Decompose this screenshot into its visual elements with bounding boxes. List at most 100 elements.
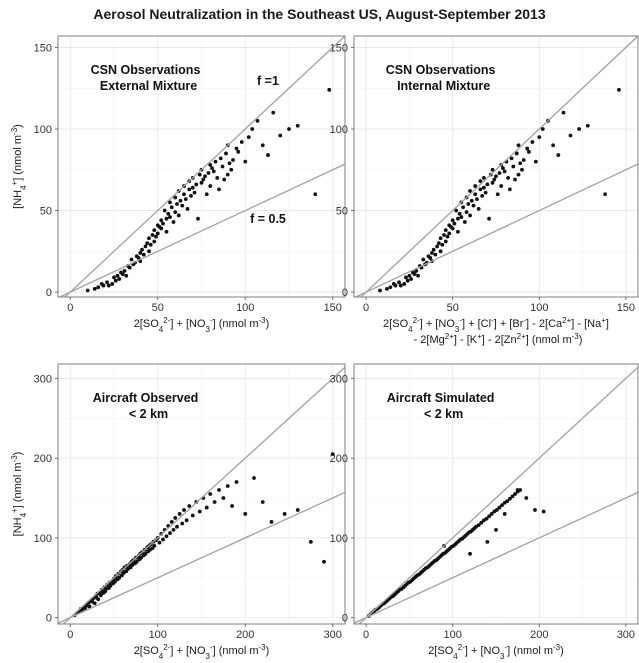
x-tick-label: 0 [363,302,369,314]
one-to-one-line [62,366,345,624]
data-point [161,221,165,226]
data-point [308,539,313,544]
data-point [113,278,118,283]
data-point [210,166,214,171]
data-point [169,205,174,210]
data-point [173,210,178,215]
data-point [436,241,441,246]
y-tick-label: 0 [342,287,348,299]
data-point [171,220,176,224]
y-tick-label: 50 [40,206,52,218]
data-point [421,257,426,262]
y-axis-title: [NH4+] (nmol m-3) [10,452,28,537]
data-point [494,174,498,179]
data-point [176,213,181,218]
x-axis-title: 2[SO42-] + [NO3-] (nmol m-3) [134,643,270,661]
data-point [143,244,148,249]
data-point [450,226,455,231]
data-point [442,233,446,237]
data-point [440,242,445,247]
data-point [577,127,582,131]
data-point [456,216,460,221]
data-point [166,211,171,216]
panel-border [353,35,639,298]
one-to-one-line [358,366,638,624]
data-point [203,174,207,179]
data-point [282,512,287,516]
data-point [568,133,573,138]
data-point [466,202,471,206]
data-point [438,249,443,254]
data-point [204,192,209,197]
data-point [184,518,189,523]
panel-label: External Mixture [100,79,197,93]
data-point [518,488,523,492]
data-point [147,249,151,254]
data-point [485,539,490,544]
data-point [211,169,216,174]
y-tick-label: 150 [330,42,348,54]
data-point [143,551,148,556]
data-point [322,559,326,564]
data-point [217,488,221,492]
data-point [515,488,520,492]
half-slope-line [354,491,638,624]
y-tick-label: 0 [46,287,52,299]
data-point [497,505,502,510]
y-tick-label: 50 [336,206,348,218]
data-point [190,185,195,190]
data-point [507,187,512,192]
data-point [327,87,332,92]
data-point [414,269,419,273]
data-point [404,275,408,280]
data-point [250,127,255,131]
data-point [475,197,479,202]
data-point [164,216,169,221]
data-point [168,200,172,205]
data-point [393,283,398,288]
y-tick-label: 200 [330,453,348,465]
data-point [162,208,167,213]
data-point [152,239,157,244]
data-point [96,597,101,602]
data-point [490,180,495,185]
data-point [520,167,524,172]
y-tick-label: 0 [342,613,348,625]
data-point [105,280,109,285]
data-point [409,277,414,281]
x-tick-label: 300 [617,629,635,641]
data-point [98,593,103,598]
data-point [112,275,116,280]
data-point [468,213,472,218]
data-point [217,187,221,192]
x-axis-title-line2: - 2[Mg2+] - [K+] - 2[Zn2+] (nmol m-3) [414,332,583,347]
data-point [443,239,448,244]
x-tick-label: 300 [324,629,342,641]
data-point [190,513,195,518]
data-point [485,182,490,187]
data-point [139,555,144,560]
data-point [92,286,97,291]
y-axis-title: [NH4+] (nmol m-3) [10,124,28,209]
panel-label: Aircraft Observed [93,391,199,405]
data-point [112,579,117,584]
data-point [481,185,486,190]
data-point [120,272,125,277]
data-point [175,202,179,206]
data-point [510,494,515,499]
data-point [159,226,164,231]
data-point [243,512,248,516]
data-point [481,176,486,180]
data-point [330,452,335,457]
data-point [124,273,129,278]
data-point [412,272,417,277]
data-point [494,527,498,532]
reference-lines [58,36,345,297]
data-point [527,149,531,154]
data-point [213,159,218,164]
data-point [556,153,561,157]
data-point [445,234,450,239]
data-point [220,164,225,169]
